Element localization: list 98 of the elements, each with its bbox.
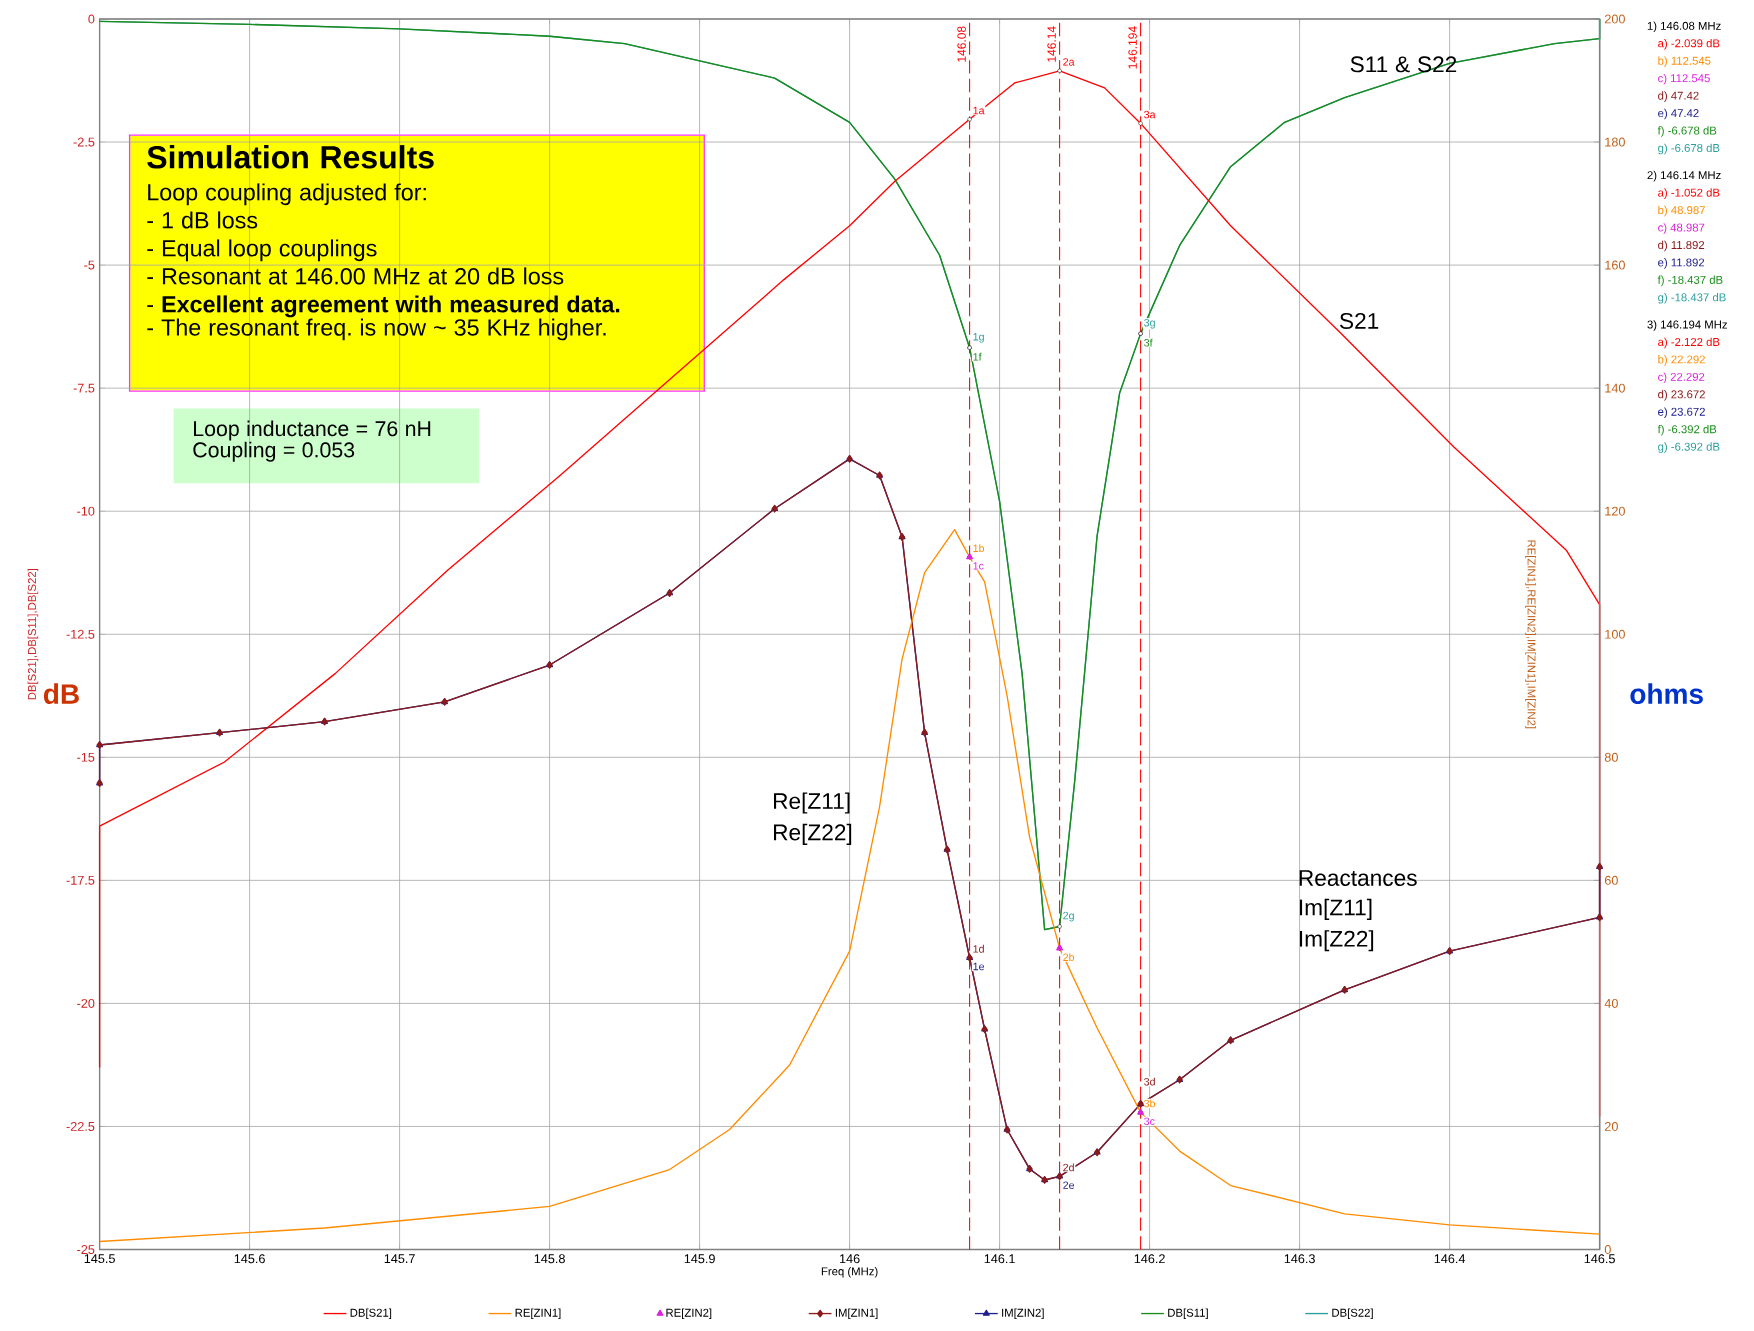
annotation: 1f	[973, 352, 982, 361]
x-tick-label: 146.4	[1434, 1254, 1466, 1264]
text: e) 23.672	[1658, 407, 1705, 419]
y2-tick-label: 120	[1605, 506, 1625, 516]
y2-tick-label: 0	[1604, 1245, 1611, 1254]
text: a) -2.039 dB	[1658, 38, 1720, 50]
annotation: Reactances	[1299, 870, 1417, 886]
y2-tick-label: 20	[1604, 1121, 1618, 1131]
annotation: 1c	[973, 562, 984, 570]
text: d) 23.672	[1658, 390, 1705, 401]
x-tick-label: 146.5	[1584, 1254, 1615, 1264]
text: b) 48.987	[1658, 205, 1705, 217]
text: g) -18.437 dB	[1658, 293, 1726, 304]
annotation: 1b	[973, 544, 985, 552]
annotation: Re[Z11]	[774, 792, 850, 814]
text: 2) 146.14 MHz	[1647, 170, 1721, 182]
annotation: 1e	[973, 962, 985, 971]
legend-label: RE[ZIN2]	[666, 1308, 712, 1320]
x-tick-label: 146.2	[1134, 1254, 1165, 1264]
text: ohms	[1630, 683, 1703, 704]
x-tick-label: 145.7	[384, 1254, 415, 1264]
y-tick-label: -12.5	[66, 629, 95, 639]
x-axis-title: Freq (MHz)	[821, 1267, 878, 1278]
y-tick-label: -5	[84, 260, 95, 270]
x-tick-label: 146.3	[1284, 1254, 1315, 1264]
text: a) -1.052 dB	[1658, 188, 1720, 199]
x-tick-label: 145.9	[684, 1254, 715, 1264]
text: d) 11.892	[1658, 240, 1705, 252]
ref-line-label: 146.14	[1047, 26, 1056, 62]
text: 3) 146.194 MHz	[1647, 320, 1727, 331]
text: f) -6.678 dB	[1657, 126, 1717, 137]
legend-label: DB[S22]	[1332, 1308, 1373, 1320]
annotation: Im[Z22]	[1299, 930, 1374, 952]
y2-tick-label: 100	[1605, 629, 1625, 639]
text: b) 112.545	[1658, 56, 1711, 67]
x-tick-label: 146	[840, 1254, 860, 1264]
annotation: Loop inductance = 76 nH	[194, 420, 431, 441]
annotation: Re[Z22]	[774, 823, 852, 845]
annotation: 2g	[1063, 911, 1074, 922]
y2-tick-label: 180	[1605, 137, 1625, 147]
annotation: Coupling = 0.053	[193, 441, 355, 462]
y-tick-label: -7.5	[73, 383, 95, 393]
y2-tick-label: 160	[1605, 260, 1625, 270]
y-tick-label: -17.5	[66, 875, 95, 885]
annotation: 3a	[1144, 110, 1156, 119]
text: g) -6.678 dB	[1658, 143, 1720, 155]
annotation: 3b	[1144, 1099, 1156, 1108]
y2-tick-label: 200	[1604, 14, 1625, 24]
annotation: Im[Z11]	[1299, 898, 1372, 920]
annotation: 3g	[1144, 318, 1155, 329]
legend-label: RE[ZIN1]	[515, 1308, 561, 1320]
text: e) 11.892	[1658, 258, 1705, 269]
text: c) 48.987	[1658, 223, 1705, 234]
annotation: 3c	[1144, 1117, 1155, 1125]
y-tick-label: -10	[77, 506, 95, 516]
text: f) -18.437 dB	[1657, 275, 1723, 287]
text: f) -6.392 dB	[1657, 424, 1717, 436]
x-tick-label: 145.6	[234, 1254, 265, 1264]
annotation: S21	[1339, 312, 1379, 330]
y-tick-label: -25	[77, 1245, 95, 1254]
ref-line-label: 146.08	[957, 26, 966, 62]
y-tick-label: -2.5	[73, 137, 95, 147]
text: d) 47.42	[1658, 91, 1699, 102]
annotation: 3f	[1144, 338, 1153, 347]
text: e) 47.42	[1658, 108, 1699, 120]
annotation: 2b	[1063, 953, 1075, 962]
y2-tick-label: 140	[1605, 383, 1625, 393]
y2-axis-title: RE[ZIN1],RE[ZIN2],IM[ZIN1],IM[ZIN2]	[1525, 540, 1536, 729]
annotation: 3d	[1144, 1077, 1155, 1086]
text: 1) 146.08 MHz	[1647, 21, 1721, 33]
annotation: 2d	[1063, 1163, 1074, 1172]
y-tick-label: -20	[77, 998, 95, 1008]
text: g) -6.392 dB	[1658, 442, 1720, 453]
text: b) 22.292	[1658, 355, 1705, 366]
annotation: 1g	[973, 333, 984, 343]
y2-tick-label: 40	[1604, 998, 1618, 1008]
y-axis-title: DB[S21],DB[S11],DB[S22]	[27, 569, 39, 700]
y2-tick-label: 60	[1604, 875, 1618, 885]
text: a) -2.122 dB	[1658, 337, 1720, 349]
legend-label: IM[ZIN1]	[835, 1308, 878, 1320]
legend-label: DB[S21]	[350, 1308, 392, 1320]
y-tick-label: -15	[77, 752, 95, 762]
x-tick-label: 145.5	[84, 1254, 115, 1264]
legend-label: DB[S11]	[1168, 1308, 1208, 1320]
x-tick-label: 145.8	[534, 1254, 565, 1264]
text: c) 22.292	[1658, 372, 1705, 384]
ref-line-label: 146.194	[1128, 26, 1137, 69]
text: c) 112.545	[1658, 73, 1710, 85]
y-tick-label: 0	[88, 14, 95, 24]
annotation: 2e	[1063, 1181, 1075, 1189]
y-tick-label: -22.5	[66, 1121, 95, 1131]
annotation: 1a	[973, 106, 985, 115]
legend-label: IM[ZIN2]	[1002, 1308, 1044, 1320]
annotation: 2a	[1063, 58, 1075, 66]
y2-tick-label: 80	[1604, 752, 1618, 762]
text: dB	[43, 683, 79, 704]
x-tick-label: 146.1	[984, 1254, 1015, 1264]
annotation: 1d	[973, 944, 984, 953]
